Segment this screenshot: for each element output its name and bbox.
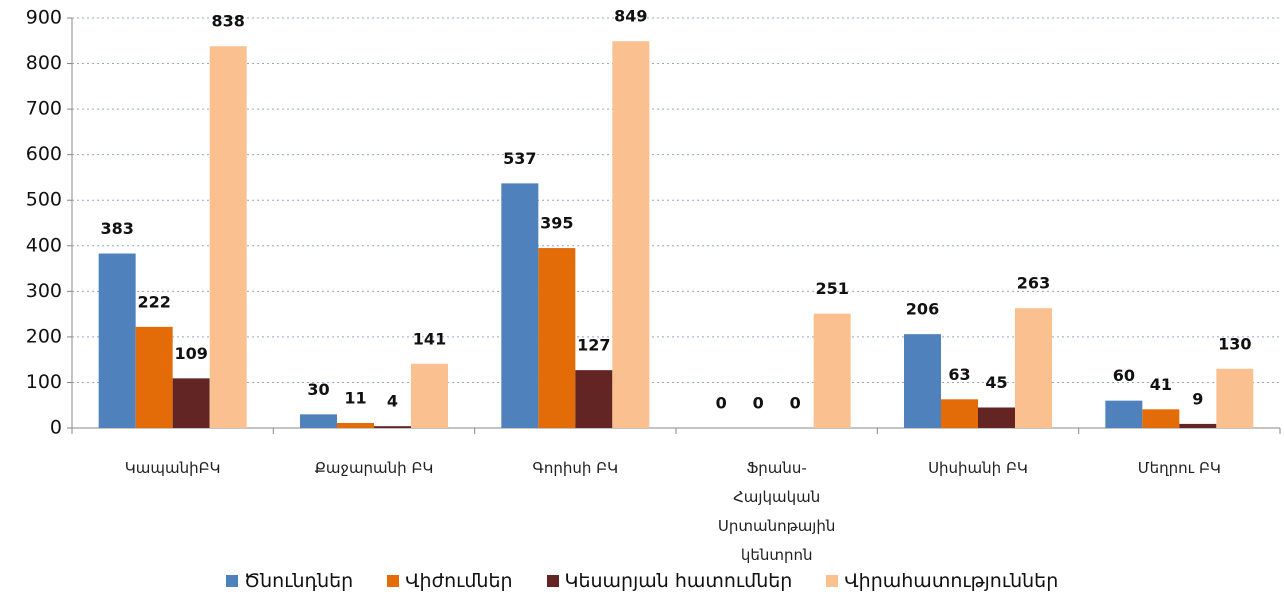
y-tick-label: 800	[26, 52, 62, 74]
y-tick-label: 600	[26, 143, 62, 165]
legend-label: Վիժումներ	[405, 570, 513, 592]
y-tick-label: 200	[26, 325, 62, 347]
bar	[98, 253, 136, 428]
y-tick-label: 300	[26, 280, 62, 302]
y-tick-label: 400	[26, 234, 62, 256]
bar	[337, 422, 374, 428]
legend: Ծնունդներ Վիժումներ Կեսարյան հատումներ Վիրա…	[0, 570, 1284, 592]
data-label: 0	[790, 394, 801, 413]
x-tick-label: Մեղրու ԲԿ	[1137, 459, 1221, 477]
bar	[411, 363, 448, 428]
bar	[1142, 409, 1180, 428]
bar	[813, 313, 851, 428]
y-tick-label: 900	[26, 7, 62, 29]
bar	[374, 426, 411, 428]
y-tick-label: 0	[50, 417, 62, 439]
data-label: 11	[344, 388, 366, 407]
legend-item: Ծնունդներ	[225, 570, 354, 592]
data-label: 263	[1017, 274, 1050, 293]
legend-swatch	[225, 575, 238, 587]
bar	[538, 248, 576, 428]
data-label: 838	[211, 12, 244, 31]
legend-swatch	[387, 575, 400, 587]
data-label: 63	[948, 365, 970, 384]
bar	[612, 41, 650, 428]
data-label: 130	[1218, 334, 1251, 353]
data-label: 4	[387, 392, 398, 411]
legend-label: Ծնունդներ	[243, 570, 354, 592]
bar	[575, 370, 613, 428]
data-label: 141	[413, 329, 446, 348]
data-label: 30	[307, 380, 329, 399]
bar	[209, 46, 247, 428]
x-tick-label: Ֆրանս-Հայկական Սրտանոթային կենտրոն	[717, 459, 836, 564]
data-label: 395	[540, 214, 573, 233]
x-tick-label: Սիսիանի ԲԿ	[928, 459, 1028, 477]
bar	[300, 414, 337, 428]
data-label: 9	[1192, 389, 1203, 408]
bar	[501, 183, 539, 428]
bar	[1105, 400, 1143, 428]
data-label: 383	[100, 219, 133, 238]
x-tick-label: Քաջարանի ԲԿ	[314, 459, 434, 477]
y-tick-label: 500	[26, 189, 62, 211]
legend-label: Կեսարյան հատումներ	[564, 570, 793, 592]
data-label: 222	[137, 292, 170, 311]
legend-swatch	[826, 575, 839, 587]
data-label: 537	[503, 149, 536, 168]
bar	[904, 334, 941, 428]
data-label: 60	[1113, 366, 1135, 385]
data-label: 0	[716, 394, 727, 413]
legend-item: Վիժումներ	[387, 570, 513, 592]
bar	[941, 399, 978, 428]
data-label: 109	[174, 344, 207, 363]
data-label: 45	[985, 373, 1007, 392]
bar	[135, 326, 173, 428]
bar	[1179, 423, 1217, 428]
data-label: 127	[577, 336, 610, 355]
data-label: 849	[614, 7, 647, 26]
bar	[978, 407, 1015, 428]
y-tick-label: 700	[26, 98, 62, 120]
data-label: 0	[753, 394, 764, 413]
bar	[1015, 308, 1052, 428]
data-label: 251	[815, 279, 848, 298]
x-tick-label: ԿապանիԲԿ	[124, 459, 221, 477]
legend-item: Կեսարյան հատումներ	[546, 570, 793, 592]
bar	[172, 378, 210, 428]
legend-swatch	[546, 575, 559, 587]
data-label: 41	[1150, 375, 1172, 394]
y-tick-label: 100	[26, 371, 62, 393]
bar	[1216, 368, 1254, 428]
legend-item: Վիրահատություններ	[826, 570, 1058, 592]
data-label: 206	[906, 300, 939, 319]
x-tick-label: Գորիսի ԲԿ	[532, 459, 619, 477]
legend-label: Վիրահատություններ	[844, 570, 1059, 592]
